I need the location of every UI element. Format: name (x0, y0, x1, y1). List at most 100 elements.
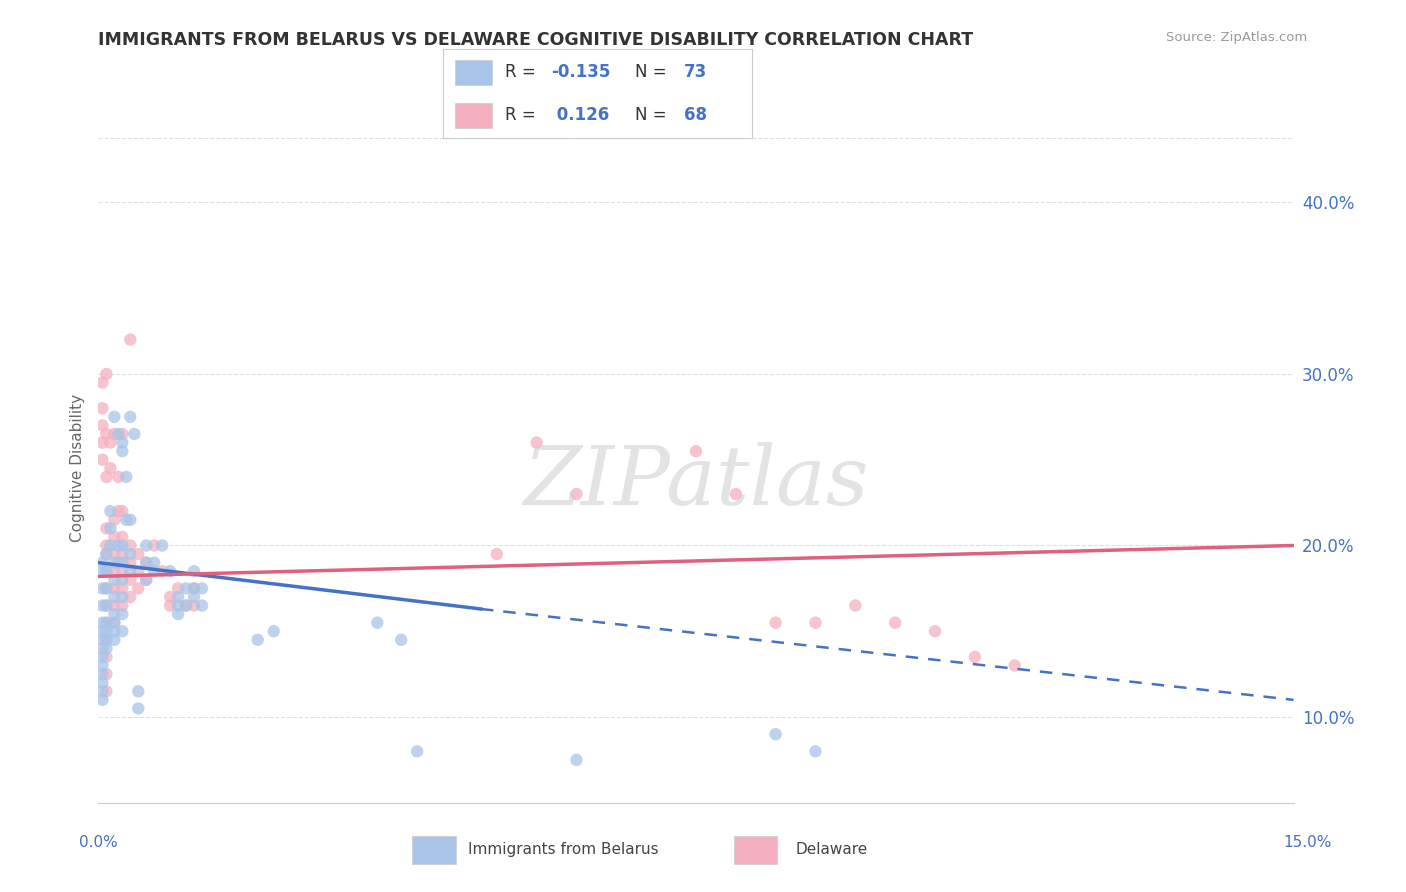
Point (96, 684, 118, 698)
Point (91, 667, 114, 681)
Point (111, 582, 134, 596)
Point (103, 513, 125, 527)
Text: 0.0%: 0.0% (79, 836, 118, 850)
Point (183, 582, 205, 596)
Point (96, 582, 118, 596)
Point (159, 564, 181, 578)
Point (103, 427, 125, 442)
Text: 68: 68 (685, 106, 707, 124)
Point (103, 556, 125, 570)
Point (150, 539, 173, 553)
Text: R =: R = (505, 63, 541, 81)
Point (91, 624, 114, 639)
Point (111, 590, 134, 604)
Point (111, 504, 134, 518)
Point (103, 624, 125, 639)
Point (96, 427, 118, 442)
Point (103, 564, 125, 578)
Point (111, 599, 134, 613)
Point (96, 599, 118, 613)
Point (167, 582, 190, 596)
Point (120, 564, 142, 578)
Point (103, 582, 125, 596)
Point (246, 632, 269, 647)
Point (127, 684, 149, 698)
Point (263, 624, 285, 639)
Point (724, 487, 747, 501)
Point (91, 452, 114, 467)
Point (685, 444, 707, 458)
Point (111, 427, 134, 442)
Text: Immigrants from Belarus: Immigrants from Belarus (468, 842, 658, 857)
Point (765, 727, 787, 741)
Point (143, 564, 166, 578)
Point (96, 470, 118, 484)
Point (127, 547, 149, 561)
Text: N =: N = (634, 106, 672, 124)
Point (159, 590, 181, 604)
Point (91, 556, 114, 570)
Point (120, 556, 142, 570)
Point (150, 564, 173, 578)
Point (111, 530, 134, 544)
Text: R =: R = (505, 106, 541, 124)
Point (103, 615, 125, 630)
Point (91, 650, 114, 665)
Point (120, 547, 142, 561)
Text: -0.135: -0.135 (551, 63, 610, 81)
Point (135, 573, 157, 587)
Point (96, 615, 118, 630)
Point (183, 590, 205, 604)
Point (96, 624, 118, 639)
FancyBboxPatch shape (456, 103, 492, 128)
Point (96, 667, 118, 681)
Point (107, 427, 129, 442)
Point (103, 409, 125, 424)
Point (107, 539, 129, 553)
Point (111, 444, 134, 458)
Point (96, 547, 118, 561)
FancyBboxPatch shape (456, 60, 492, 85)
Point (765, 615, 787, 630)
Point (120, 409, 142, 424)
Point (804, 615, 827, 630)
Point (135, 556, 157, 570)
Point (167, 590, 190, 604)
Point (111, 547, 134, 561)
Point (924, 624, 946, 639)
Point (174, 599, 197, 613)
Point (183, 564, 205, 578)
Point (159, 599, 181, 613)
Point (111, 573, 134, 587)
Text: Delaware: Delaware (796, 842, 868, 857)
Text: 15.0%: 15.0% (1284, 836, 1331, 850)
Point (143, 539, 166, 553)
Text: ZIPatlas: ZIPatlas (523, 442, 869, 522)
Point (103, 590, 125, 604)
Point (91, 658, 114, 673)
Point (100, 504, 122, 518)
Point (191, 599, 214, 613)
Point (91, 401, 114, 416)
Point (96, 650, 118, 665)
Point (565, 487, 588, 501)
Point (135, 539, 157, 553)
Point (167, 599, 190, 613)
Point (120, 333, 142, 347)
Point (96, 632, 118, 647)
Point (111, 607, 134, 621)
Point (565, 753, 588, 767)
Point (91, 564, 114, 578)
FancyBboxPatch shape (412, 836, 456, 863)
Point (96, 539, 118, 553)
Point (91, 599, 114, 613)
Point (96, 547, 118, 561)
Point (115, 513, 138, 527)
Point (91, 435, 114, 450)
Point (120, 539, 142, 553)
Point (96, 367, 118, 381)
Point (135, 573, 157, 587)
Point (183, 582, 205, 596)
Point (100, 461, 122, 475)
Point (91, 684, 114, 698)
